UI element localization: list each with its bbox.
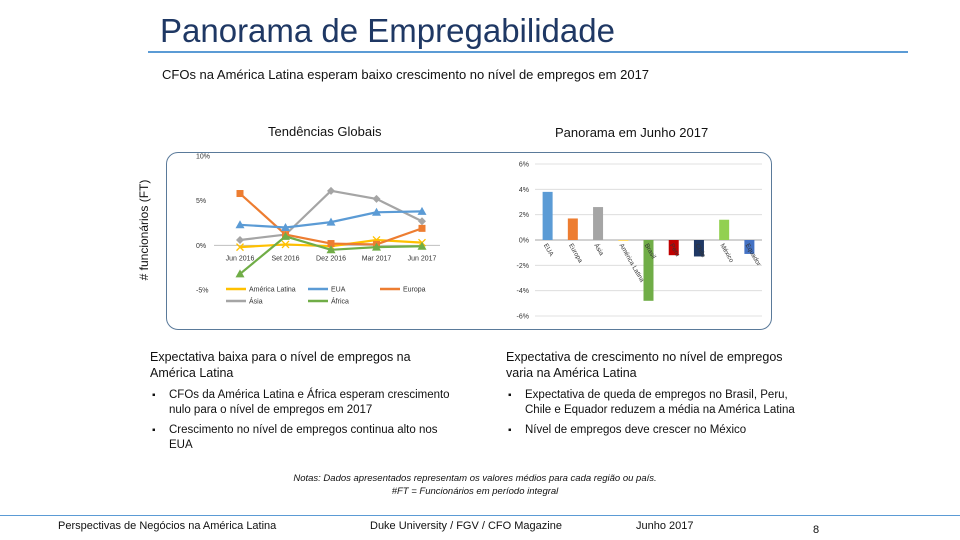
right-column: Expectativa de crescimento no nível de e… [506, 349, 806, 443]
line-y-tick-label: 10% [196, 154, 210, 161]
title-rule [148, 51, 908, 53]
line-point [417, 241, 427, 250]
line-point [326, 217, 336, 226]
line-point [418, 224, 426, 232]
left-bullet-list: CFOs da América Latina e África esperam … [150, 388, 450, 453]
bar-y-tick-label: -6% [517, 314, 529, 321]
line-point [418, 217, 426, 226]
bar [567, 218, 578, 240]
line-y-tick-label: -5% [196, 288, 208, 295]
line-point [281, 240, 290, 249]
line-x-tick-label: Mar 2017 [362, 255, 392, 262]
line-point [235, 220, 245, 229]
legend-label: EUA [331, 287, 346, 294]
notes-line-2: #FT = Funcionários em período integral [391, 486, 559, 497]
line-y-tick-label: 0% [196, 243, 206, 250]
line-point [281, 222, 290, 231]
line-point [326, 245, 336, 254]
line-point [236, 190, 244, 198]
line-point [372, 194, 381, 203]
bar-category-label: Europa [567, 243, 584, 265]
bar-category-label: Ásia [592, 242, 606, 258]
notes: Notas: Dados apresentados representam os… [200, 472, 750, 498]
bar-chart: 6% 4% 2% 0% -2% -4% -6% EUA Europa Ásia América La… [517, 162, 763, 321]
line-point [372, 242, 381, 251]
page-number: 8 [813, 524, 820, 536]
bar-category-label: México [718, 243, 735, 265]
line-point [281, 231, 290, 240]
chart-frame [166, 152, 772, 330]
series-line [239, 189, 423, 242]
right-column-title: Expectativa de crescimento no nível de e… [506, 350, 783, 380]
line-point [236, 235, 244, 244]
line-y-tick-label: 5% [196, 198, 206, 205]
bar-category-label: América Latina [618, 243, 646, 284]
left-column: Expectativa baixa para o nível de empreg… [150, 349, 450, 458]
right-bullet-list: Expectativa de queda de empregos no Bras… [506, 388, 806, 438]
line-point [236, 243, 244, 252]
left-chart-heading: Tendências Globais [268, 124, 382, 139]
notes-line-1: Notas: Dados apresentados representam os… [293, 473, 657, 484]
bar-y-tick-label: 6% [519, 162, 529, 169]
slide-subtitle: CFOs na América Latina esperam baixo cre… [162, 67, 650, 82]
line-point [327, 240, 335, 248]
line-point [417, 206, 427, 215]
bar-y-tick-label: 0% [519, 238, 529, 245]
legend-label: Europa [403, 287, 426, 294]
bar-y-tick-label: -2% [517, 263, 529, 270]
legend-label: América Latina [249, 287, 296, 294]
line-x-tick-label: Jun 2016 [226, 255, 255, 262]
left-bullet: CFOs da América Latina e África esperam … [150, 388, 450, 418]
bar [719, 219, 730, 240]
bar-category-label: EUA [542, 243, 555, 259]
bar [744, 240, 755, 254]
bar [668, 240, 679, 256]
line-x-tick-label: Jun 2017 [408, 255, 437, 262]
left-column-title: Expectativa baixa para o nível de empreg… [150, 350, 411, 380]
line-point [372, 207, 381, 216]
bar [643, 240, 654, 301]
line-point [235, 269, 245, 278]
bar-y-tick-label: -4% [517, 288, 529, 295]
bar-y-tick-label: 2% [519, 212, 529, 219]
footer-left-text: Perspectivas de Negócios na América Lati… [58, 520, 277, 532]
bar [542, 191, 553, 240]
legend-label: Ásia [249, 297, 263, 306]
right-chart-heading: Panorama em Junho 2017 [555, 125, 709, 140]
footer-center-text: Duke University / FGV / CFO Magazine [370, 520, 562, 532]
line-x-tick-label: Dez 2016 [316, 255, 346, 262]
legend-label: África [331, 297, 349, 306]
footer-date: Junho 2017 [636, 520, 694, 532]
bar-category-label: Equador [744, 243, 763, 269]
line-point [327, 186, 335, 195]
bar [593, 207, 604, 240]
bar [618, 240, 629, 241]
right-bullet: Nível de empregos deve crescer no México [506, 423, 806, 438]
bar [693, 240, 704, 257]
bar-y-tick-label: 4% [519, 187, 529, 194]
footer-rule [0, 515, 960, 516]
left-bullet: Crescimento no nível de empregos continu… [150, 423, 450, 453]
line-x-tick-label: Set 2016 [271, 255, 299, 262]
right-bullet: Expectativa de queda de empregos no Bras… [506, 388, 806, 418]
line-chart: 10% 5% 0% -5% Jun 2016 Set 2016 Dez 2016 Mar 20… [196, 154, 440, 306]
slide-title: Panorama de Empregabilidade [160, 12, 615, 49]
